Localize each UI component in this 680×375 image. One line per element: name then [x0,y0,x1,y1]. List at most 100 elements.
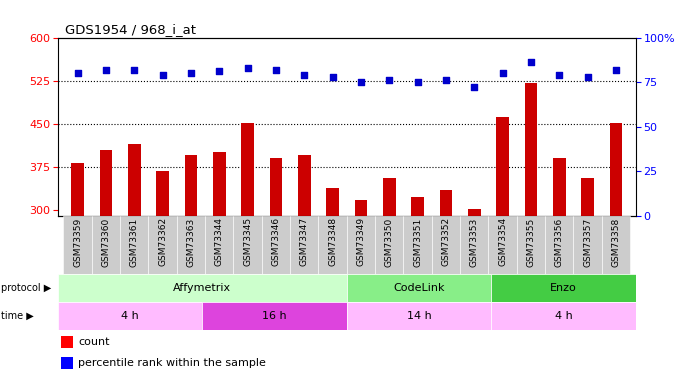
Bar [375,216,403,274]
Point [157,72,168,78]
Text: GSM73357: GSM73357 [583,217,592,267]
Point [611,67,622,73]
Point [384,77,395,83]
Bar [488,216,517,274]
Bar [383,178,396,216]
Bar [326,188,339,216]
Bar [354,200,367,216]
Bar [58,302,203,330]
Text: Enzo: Enzo [550,283,577,293]
Text: 4 h: 4 h [555,311,573,321]
Bar [148,216,177,274]
Point [129,67,140,73]
Text: protocol ▶: protocol ▶ [1,283,51,293]
Bar [290,216,318,274]
Bar [581,178,594,216]
Point [469,84,480,90]
Bar [553,158,566,216]
Point [214,68,225,74]
Text: GSM73360: GSM73360 [101,217,110,267]
Point [441,77,452,83]
Text: GSM73347: GSM73347 [300,217,309,267]
Text: CodeLink: CodeLink [393,283,445,293]
Bar [269,158,282,216]
Bar [128,144,141,216]
Bar [298,155,311,216]
Bar [71,163,84,216]
Bar [156,171,169,216]
Text: GSM73354: GSM73354 [498,217,507,267]
Point [497,70,508,76]
Bar [61,336,73,348]
Bar [184,155,197,216]
Text: Affymetrix: Affymetrix [173,283,231,293]
Text: GSM73346: GSM73346 [271,217,280,267]
Text: GSM73358: GSM73358 [611,217,620,267]
Bar [241,123,254,216]
Bar [439,190,452,216]
Bar [411,197,424,216]
Bar [177,216,205,274]
Text: GSM73353: GSM73353 [470,217,479,267]
Point [526,60,537,66]
Bar [99,150,112,216]
Text: GSM73344: GSM73344 [215,217,224,266]
Bar [496,117,509,216]
Bar [61,357,73,369]
Text: percentile rank within the sample: percentile rank within the sample [78,358,266,368]
Bar [347,274,492,302]
Text: 16 h: 16 h [262,311,287,321]
Point [582,74,593,80]
Text: GSM73355: GSM73355 [526,217,535,267]
Text: GSM73348: GSM73348 [328,217,337,267]
Bar [92,216,120,274]
Bar [460,216,488,274]
Point [554,72,565,78]
Text: GSM73349: GSM73349 [356,217,365,267]
Bar [233,216,262,274]
Bar [205,216,233,274]
Point [299,72,310,78]
Text: GSM73351: GSM73351 [413,217,422,267]
Text: GSM73345: GSM73345 [243,217,252,267]
Bar [573,216,602,274]
Bar [262,216,290,274]
Bar [524,84,537,216]
Bar [492,302,636,330]
Text: GSM73362: GSM73362 [158,217,167,267]
Bar [58,274,347,302]
Bar [213,152,226,216]
Bar [432,216,460,274]
Text: GSM73363: GSM73363 [186,217,195,267]
Text: time ▶: time ▶ [1,311,33,321]
Text: 14 h: 14 h [407,311,431,321]
Bar [492,274,636,302]
Bar [347,216,375,274]
Point [412,79,423,85]
Bar [609,123,622,216]
Bar [403,216,432,274]
Text: count: count [78,337,109,347]
Text: 4 h: 4 h [121,311,139,321]
Point [271,67,282,73]
Point [101,67,112,73]
Bar [517,216,545,274]
Text: GSM73361: GSM73361 [130,217,139,267]
Point [327,74,338,80]
Text: GSM73350: GSM73350 [385,217,394,267]
Point [186,70,197,76]
Bar [203,302,347,330]
Text: GSM73356: GSM73356 [555,217,564,267]
Bar [347,302,492,330]
Point [72,70,83,76]
Text: GSM73352: GSM73352 [441,217,450,267]
Bar [63,216,92,274]
Point [356,79,367,85]
Bar [318,216,347,274]
Text: GSM73359: GSM73359 [73,217,82,267]
Bar [468,209,481,216]
Bar [120,216,148,274]
Point [242,65,253,71]
Bar [545,216,573,274]
Text: GDS1954 / 968_i_at: GDS1954 / 968_i_at [65,22,196,36]
